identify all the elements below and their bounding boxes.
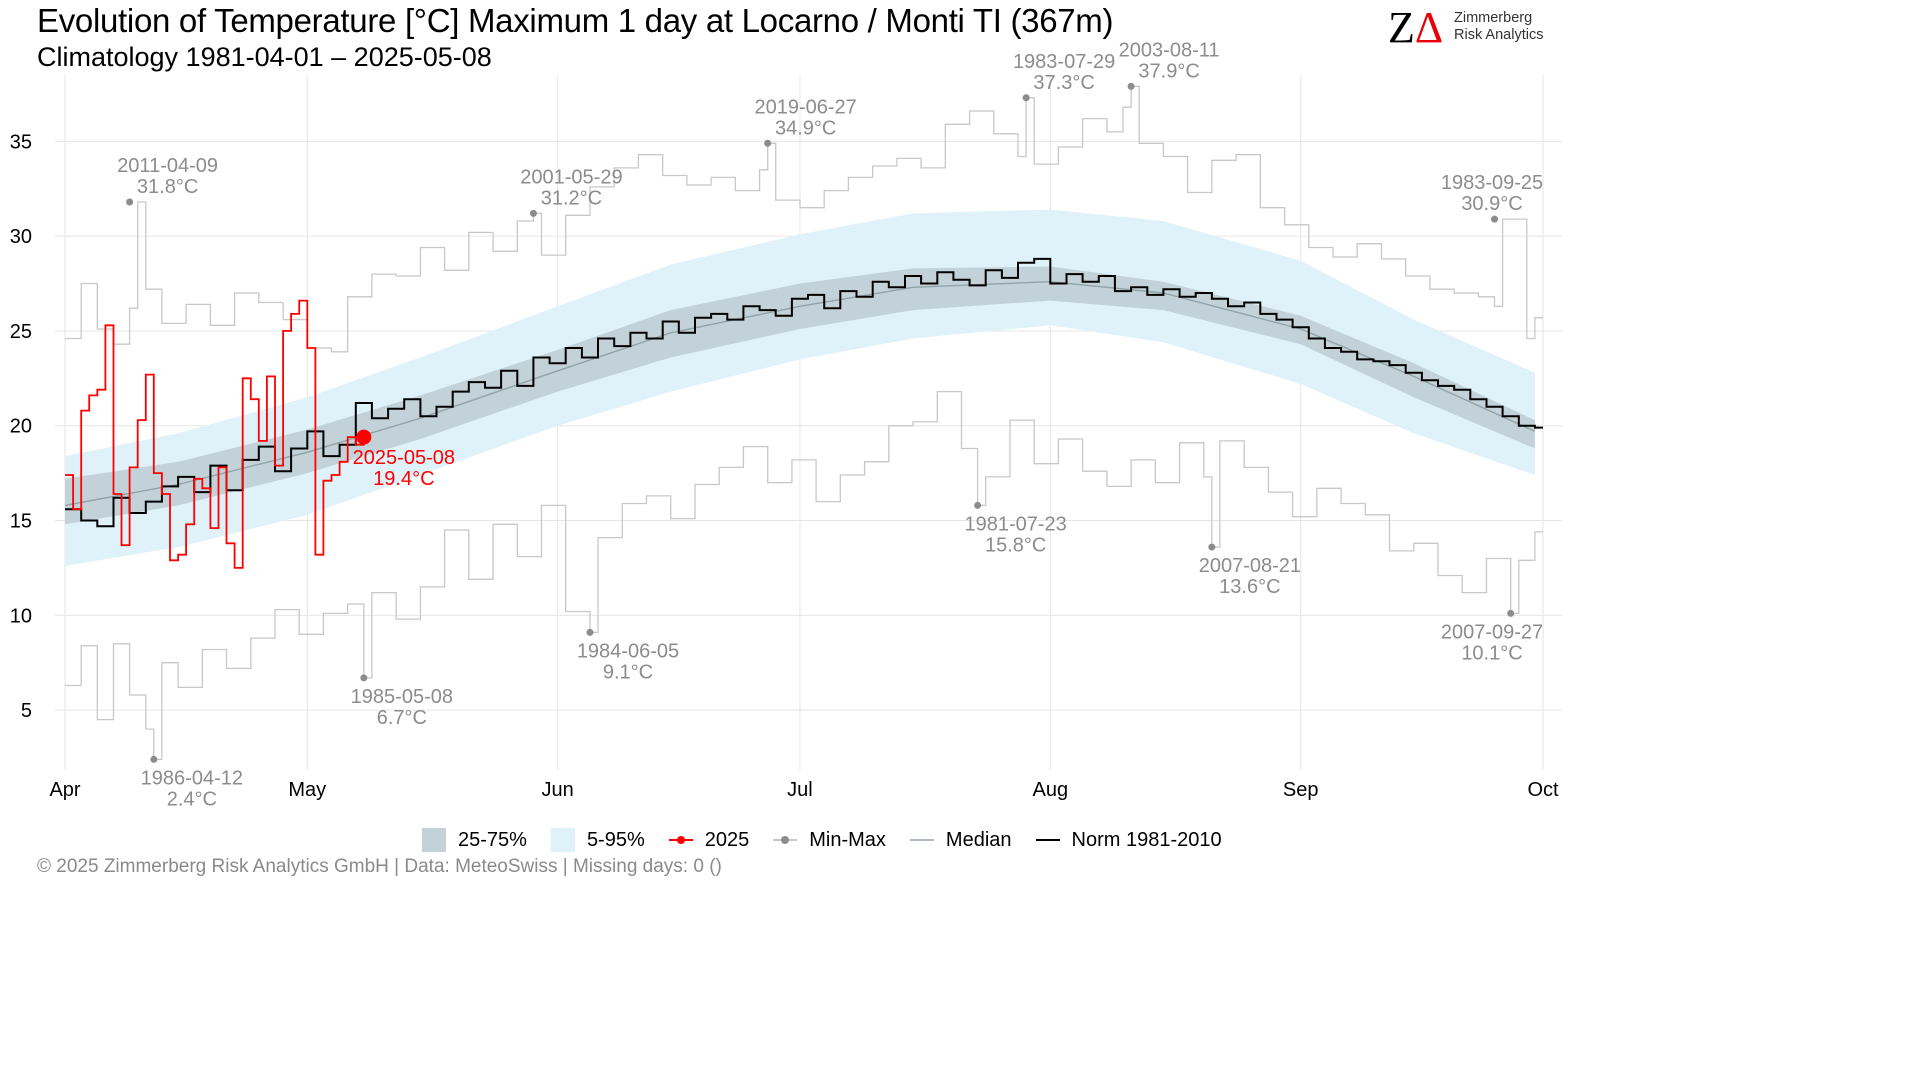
extreme-label-date: 2019-06-27 [754, 96, 856, 118]
x-tick-label: Apr [49, 779, 80, 801]
legend-swatch-icon [422, 828, 446, 852]
extreme-label-date: 1986-04-12 [141, 767, 243, 789]
x-tick-label: May [288, 779, 326, 801]
legend-swatch-icon [550, 828, 575, 852]
legend-item-median: Median [909, 828, 1012, 852]
legend-item-current: 2025 [668, 828, 750, 852]
extreme-label-date: 2001-05-29 [520, 166, 622, 188]
legend-label: 25-75% [458, 828, 527, 851]
extreme-point [974, 501, 982, 509]
extreme-point [1127, 82, 1135, 90]
legend-item-norm: Norm 1981-2010 [1035, 828, 1222, 852]
extreme-label-value: 34.9°C [775, 117, 836, 139]
extreme-label-date: 1984-06-05 [577, 640, 679, 662]
chart-subtitle: Climatology 1981-04-01 – 2025-05-08 [37, 42, 492, 72]
logo-mark-icon: ZΔ [1388, 3, 1444, 52]
legend-swatch-icon [668, 828, 693, 852]
series-median-line [64, 280, 1536, 507]
extreme-label-value: 31.8°C [137, 176, 198, 198]
extreme-label-date: 1981-07-23 [964, 513, 1066, 535]
extreme-label-date: 2003-08-11 [1119, 39, 1220, 61]
extreme-point [150, 755, 158, 763]
y-tick-label: 25 [10, 321, 32, 343]
extreme-label-value: 9.1°C [603, 661, 653, 683]
extreme-point [764, 139, 772, 147]
legend-item-band_5_95: 5-95% [550, 828, 645, 852]
extreme-label-value: 6.7°C [377, 707, 427, 729]
logo-line1: Zimmerberg [1454, 10, 1533, 26]
legend-label: Median [945, 828, 1012, 851]
band-25-75 [65, 266, 1535, 525]
legend-label: 5-95% [586, 828, 645, 851]
legend-label: 2025 [704, 828, 750, 851]
logo-text: Zimmerberg Risk Analytics [1454, 10, 1543, 44]
x-tick-label: Jun [542, 779, 574, 801]
current-label-value: 19.4°C [373, 468, 434, 490]
logo-line2: Risk Analytics [1454, 27, 1544, 43]
x-tick-label: Aug [1033, 779, 1069, 801]
x-tick-label: Jul [787, 779, 813, 801]
extreme-point [360, 674, 368, 682]
extreme-label-value: 10.1°C [1461, 642, 1522, 664]
extreme-label-date: 1985-05-08 [351, 686, 453, 708]
x-tick-label: Oct [1527, 779, 1559, 801]
legend-swatch-icon [909, 828, 934, 852]
y-tick-label: 30 [10, 226, 32, 248]
extreme-label-value: 31.2°C [541, 187, 602, 209]
chart-title: Evolution of Temperature [°C] Maximum 1 … [37, 2, 1114, 39]
current-label-date: 2025-05-08 [353, 447, 455, 469]
chart-legend: 25-75% 5-95% 2025 Min-Max Median Norm 1981-20… [422, 826, 1246, 854]
extreme-label-date: 1983-09-25 [1441, 172, 1543, 194]
company-logo: ZΔ Zimmerberg Risk Analytics [1388, 3, 1558, 52]
extreme-point [586, 628, 594, 636]
extreme-label-value: 37.3°C [1033, 72, 1094, 94]
footer-credits: © 2025 Zimmerberg Risk Analytics GmbH | … [37, 856, 722, 877]
extreme-label-date: 2011-04-09 [117, 155, 218, 177]
y-tick-label: 5 [21, 700, 32, 722]
current-point [356, 429, 372, 445]
x-tick-label: Sep [1283, 779, 1319, 801]
legend-label: Min-Max [809, 828, 886, 851]
series-max-line [65, 85, 1543, 353]
extreme-point [529, 209, 537, 217]
legend-swatch-icon [1035, 828, 1060, 852]
extreme-label-value: 15.8°C [985, 534, 1046, 556]
legend-swatch-icon [773, 828, 798, 852]
series-2025-line [65, 299, 365, 569]
y-tick-label: 15 [10, 511, 32, 533]
y-tick-label: 35 [10, 131, 32, 153]
extreme-label-date: 2007-09-27 [1441, 621, 1543, 643]
extreme-label-value: 2.4°C [167, 788, 217, 810]
y-tick-label: 10 [10, 605, 32, 627]
y-tick-label: 20 [10, 416, 32, 438]
legend-label: Norm 1981-2010 [1071, 828, 1222, 851]
extreme-point [1507, 609, 1515, 617]
extreme-label-date: 1983-07-29 [1013, 51, 1115, 73]
extreme-label-date: 2007-08-21 [1199, 555, 1301, 577]
extreme-label-value: 37.9°C [1138, 60, 1199, 82]
extreme-point [1208, 543, 1216, 551]
extreme-point [1491, 215, 1499, 223]
temperature-chart: 5 10 15 20 25 30 35 Apr May Jun Jul Aug Sep Oct 2011-0… [10, 39, 1562, 810]
extreme-point [126, 198, 134, 206]
extreme-point [1022, 94, 1030, 102]
extreme-label-value: 13.6°C [1219, 576, 1280, 598]
legend-item-minmax: Min-Max [773, 828, 886, 852]
series-min-line [65, 390, 1543, 761]
legend-item-band_25_75: 25-75% [422, 828, 527, 852]
extreme-label-value: 30.9°C [1461, 193, 1522, 215]
